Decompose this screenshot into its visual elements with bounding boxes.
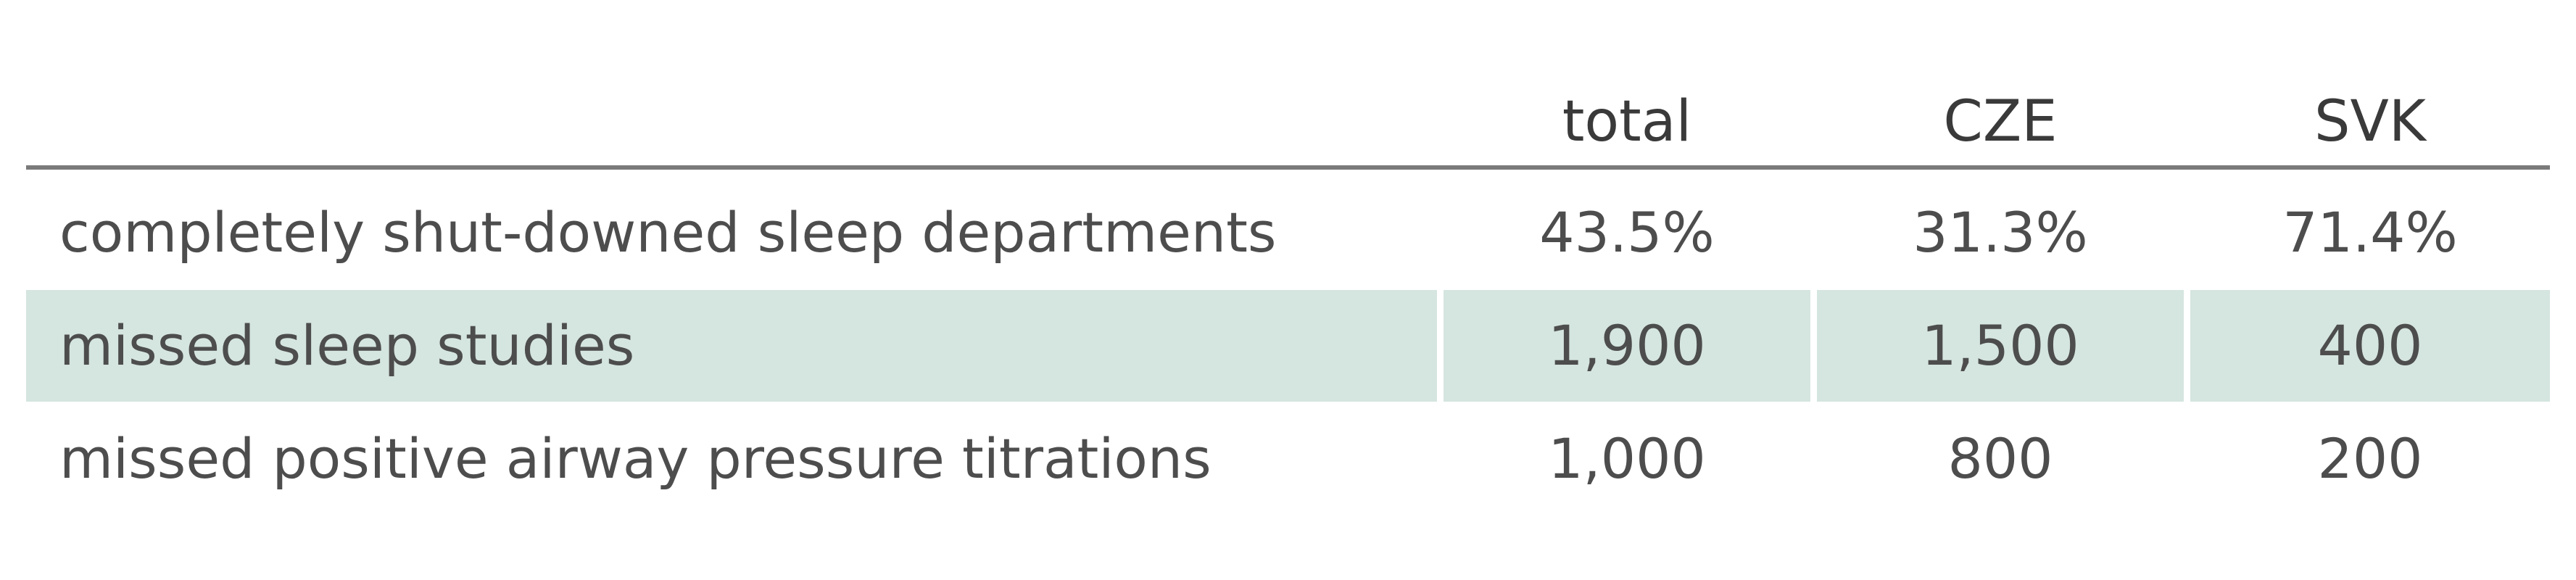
cell-total: 1,000: [1548, 426, 1706, 491]
cell-cze: 31.3%: [1913, 200, 2088, 265]
column-header-svk: SVK: [2314, 89, 2427, 154]
cell-cze: 1,500: [1817, 290, 2184, 402]
column-header-total: total: [1562, 89, 1692, 154]
row-label: missed positive airway pressure titratio…: [59, 426, 1212, 491]
cell-cze: 800: [1947, 426, 2053, 491]
cell-svk: 200: [2317, 426, 2423, 491]
cell-total: 1,900: [1444, 290, 1810, 402]
table-row: completely shut-downed sleep departments…: [26, 177, 2550, 289]
cell-svk: 71.4%: [2282, 200, 2458, 265]
row-label: missed sleep studies: [26, 290, 1437, 402]
cell-total: 43.5%: [1539, 200, 1715, 265]
row-label: completely shut-downed sleep departments: [59, 200, 1277, 265]
cell-svk: 400: [2190, 290, 2550, 402]
table-row: missed sleep studies 1,900 1,500 400: [26, 290, 2550, 402]
table-row: missed positive airway pressure titratio…: [26, 403, 2550, 515]
column-header-cze: CZE: [1943, 89, 2058, 154]
header-rule: [26, 165, 2550, 170]
